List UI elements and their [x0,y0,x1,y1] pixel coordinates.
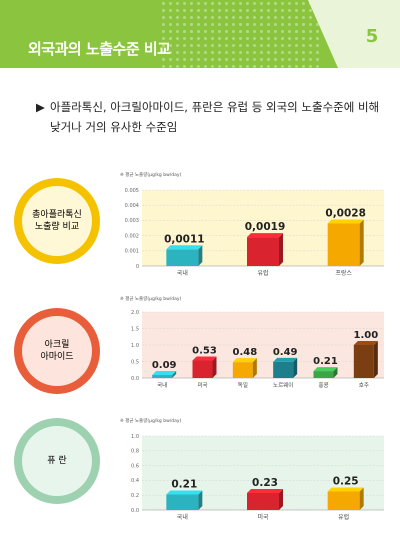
bar [327,219,364,266]
bar [353,341,378,378]
furan-label-circle: 퓨 란 [14,418,100,504]
x-tick-label: 국내 [177,269,188,277]
intro-text: ▶ 아플라톡신, 아크릴아마이드, 퓨란은 유럽 등 외국의 노출수준에 비해 낮… [36,97,386,137]
bar [192,356,217,378]
y-tick-label: 0.003 [125,218,139,224]
acrylamide-label-line-2: 아마이드 [40,352,74,362]
bar [247,233,283,266]
x-tick-label: 유럽 [257,269,268,277]
y-tick-label: 0 [136,264,139,270]
intro-line-1: 아플라톡신, 아크릴아마이드, 퓨란은 유럽 등 외국의 노출수준에 비해 [50,100,380,114]
bar-value-label: 0.49 [273,347,298,358]
y-tick-label: 0.004 [125,203,139,209]
header-dot-pattern [160,0,320,68]
y-tick-label: 0.6 [131,463,139,469]
section-number: 5 [366,26,379,47]
y-axis-title: ※ 평균 노출량(μg/kg bw/day) [120,417,182,424]
aflatoxin-label-circle: 총아플라톡신 노출량 비교 [14,178,100,264]
bar-value-label: 0.48 [232,347,257,358]
y-tick-label: 0.8 [131,449,139,455]
y-tick-label: 2.0 [131,310,139,316]
intro-line-2: 낮거나 거의 유사한 수준임 [50,120,178,134]
bar [166,490,203,510]
y-axis-title: ※ 평균 노출량(μg/kg bw/day) [120,295,182,302]
bar [166,245,203,266]
bar-value-label: 0,0028 [325,207,366,219]
bar-value-label: 0.23 [252,477,278,489]
x-tick-label: 국내 [177,513,188,521]
x-tick-label: 독일 [238,381,248,389]
acrylamide-label-circle: 아크릴 아마이드 [14,308,100,394]
section-number-badge: 5 [308,0,400,68]
bar [232,358,257,378]
bar [273,357,298,378]
acrylamide-label-line-1: 아크릴 [44,340,70,350]
bar-value-label: 0.21 [313,356,338,367]
page-title: 외국과의 노출수준 비교 [28,40,171,58]
bar-value-label: 0,0011 [164,233,205,245]
x-tick-label: 미국 [257,513,269,521]
bar-value-label: 0.09 [152,360,177,371]
y-axis-title: ※ 평균 노출량(μg/kg bw/day) [120,171,182,178]
furan-chart: ※ 평균 노출량(μg/kg bw/day) 1.0 0.8 0.6 0.4 0.2 0.0… [120,417,384,521]
y-tick-label: 1.0 [131,343,139,349]
triangle-bullet-icon: ▶ [36,100,45,114]
x-tick-label: 노르웨이 [273,381,293,389]
bar [313,367,338,378]
furan-label-line-1: 퓨 란 [47,456,67,466]
bar-value-label: 1.00 [353,330,378,341]
y-tick-label: 0.0 [131,376,139,382]
x-tick-label: 국내 [157,381,167,389]
bar [327,487,364,510]
bar-value-label: 0.21 [171,478,197,490]
aflatoxin-label-line-1: 총아플라톡신 [32,210,82,220]
x-tick-label: 유럽 [338,513,349,521]
y-tick-label: 0.002 [125,233,139,239]
y-tick-label: 0.4 [131,478,139,484]
y-tick-label: 0.005 [125,188,139,194]
bar [152,371,177,378]
acrylamide-chart: ※ 평균 노출량(μg/kg bw/day) 2.0 1.5 1.0 0.5 0.0 0.0… [120,295,384,389]
page-header: 5 외국과의 노출수준 비교 [0,0,400,68]
y-tick-label: 0.0 [131,508,139,514]
bar [247,488,283,510]
bar-value-label: 0,0019 [245,221,286,233]
bar-value-label: 0.53 [192,346,217,357]
y-tick-label: 1.0 [131,434,139,440]
x-tick-label: 홍콩 [318,381,328,389]
aflatoxin-chart: ※ 평균 노출량(μg/kg bw/day) 0.005 0.004 0.003 0.0… [120,171,384,277]
aflatoxin-label-line-2: 노출량 비교 [34,222,80,232]
x-tick-label: 호주 [359,382,369,389]
x-tick-label: 프랑스 [335,270,352,277]
x-tick-label: 미국 [197,381,207,389]
y-tick-label: 0.001 [125,249,139,255]
y-tick-label: 0.2 [131,493,139,499]
bar-value-label: 0.25 [333,476,359,488]
y-tick-label: 0.5 [131,359,139,365]
y-tick-label: 1.5 [131,326,139,332]
